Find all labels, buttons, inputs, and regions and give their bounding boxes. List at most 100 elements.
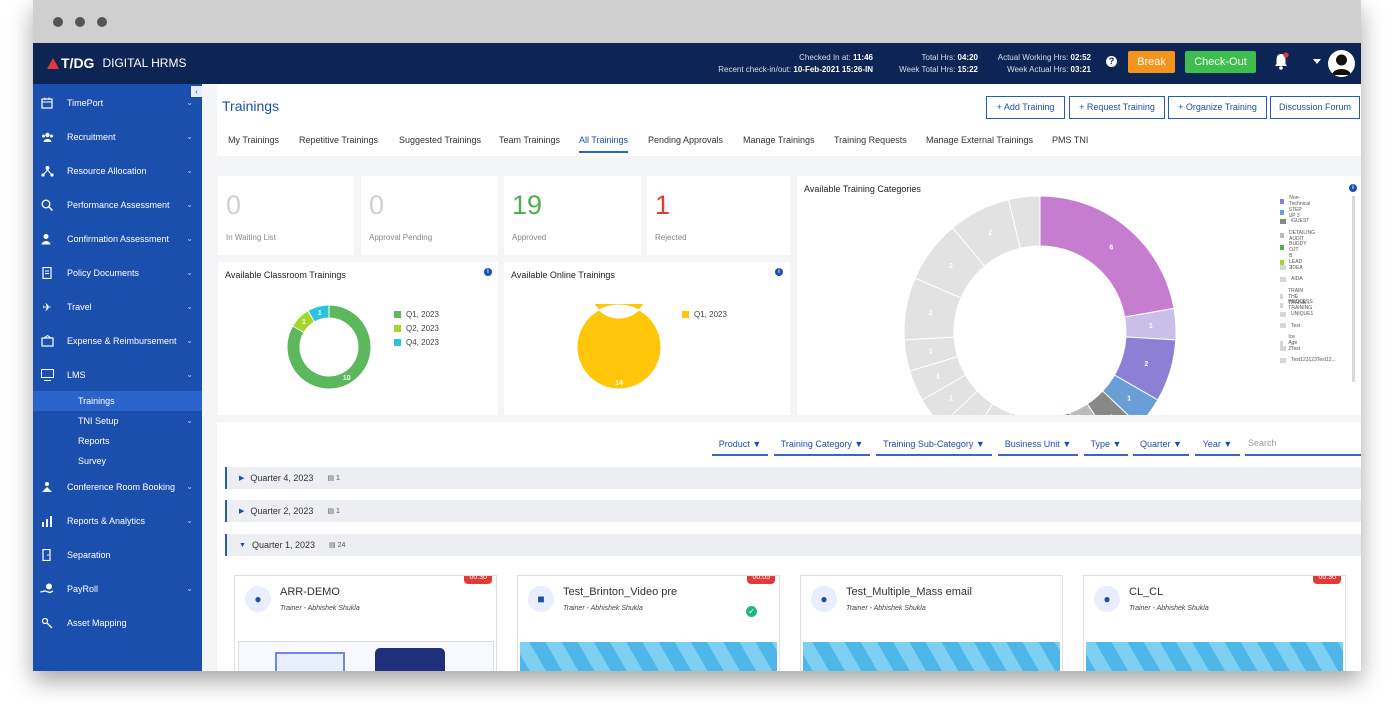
legend-item[interactable]: Ice Age 2 [1280, 334, 1300, 352]
legend-item[interactable]: BUDDY OJT [1280, 241, 1308, 253]
quarter-group-row[interactable]: ▶ Quarter 2, 2023 ▤ 1 [225, 500, 1361, 522]
stat-label: In Waiting List [226, 233, 276, 242]
sidebar-item-timeport[interactable]: TimePort ⌄ [33, 86, 202, 120]
sidebar-item-travel[interactable]: ✈ Travel ⌄ [33, 290, 202, 324]
sidebar-item-separation[interactable]: Separation [33, 538, 202, 572]
tab-pms-tni[interactable]: PMS TNI [1052, 135, 1089, 145]
legend-item[interactable]: TRAIN THE TRAINE... [1280, 288, 1314, 306]
donut-slice[interactable] [307, 304, 330, 323]
window-dot-1[interactable] [53, 17, 63, 27]
sidebar-subitem-survey[interactable]: Survey [78, 456, 107, 466]
info-icon[interactable]: i [1349, 184, 1357, 192]
legend-item[interactable]: AIDA [1280, 276, 1303, 282]
legend-item[interactable]: UNIQUE1 [1280, 311, 1313, 317]
training-card[interactable]: ■ Test_Brinton_Video pre Trainer - Abhis… [517, 575, 780, 671]
legend-item[interactable]: Test [1280, 323, 1300, 329]
info-icon[interactable]: i [484, 268, 492, 276]
sidebar-item-recruitment[interactable]: Recruitment ⌄ [33, 120, 202, 154]
sidebar-subitem-reports[interactable]: Reports [78, 436, 110, 446]
donut-slice[interactable] [1039, 195, 1175, 318]
sidebar-item-asset-mapping[interactable]: Asset Mapping [33, 606, 202, 640]
stat-card-approved[interactable]: 19 Approved [504, 176, 641, 255]
filter-business-unit[interactable]: Business Unit ▼ [998, 434, 1078, 456]
sidebar-item-payroll[interactable]: PayRoll ⌄ [33, 572, 202, 606]
collapse-sidebar-icon[interactable]: ‹ [191, 86, 202, 97]
sidebar-item-expense-reimbursement[interactable]: Expense & Reimbursement ⌄ [33, 324, 202, 358]
filter-type[interactable]: Type ▼ [1084, 434, 1128, 456]
filter-quarter[interactable]: Quarter ▼ [1133, 434, 1189, 456]
filter-product[interactable]: Product ▼ [712, 434, 768, 456]
legend-swatch [1280, 346, 1286, 352]
legend-item[interactable]: DETAILING AUDIT [1280, 230, 1317, 242]
sidebar-item-reports-analytics[interactable]: Reports & Analytics ⌄ [33, 504, 202, 538]
sidebar-item-performance-assessment[interactable]: Performance Assessment ⌄ [33, 188, 202, 222]
legend-item[interactable]: iGUEST [1280, 218, 1309, 224]
trainer-name: Trainer - Abhishek Shukla [1129, 605, 1209, 612]
filter-label: Training Sub-Category [883, 439, 974, 449]
tab-my-trainings[interactable]: My Trainings [228, 135, 280, 145]
donut-slice-label: 2 [949, 263, 953, 270]
break-button[interactable]: Break [1128, 51, 1175, 73]
donut-slice[interactable] [1008, 195, 1041, 249]
checkout-button[interactable]: Check-Out [1185, 51, 1256, 73]
main-content: Trainings + Add Training + Request Train… [217, 84, 1361, 671]
quarter-group-row[interactable]: ▼ Quarter 1, 2023 ▤ 24 [225, 534, 1361, 556]
filter-label: Year [1202, 439, 1221, 449]
filter-year[interactable]: Year ▼ [1195, 434, 1240, 456]
search-box[interactable]: Search [1245, 434, 1361, 456]
info-icon[interactable]: i [775, 268, 783, 276]
legend-scrollbar[interactable] [1352, 196, 1355, 382]
tab-team-trainings[interactable]: Team Trainings [499, 135, 561, 145]
sidebar-item-confirmation-assessment[interactable]: Confirmation Assessment ⌄ [33, 222, 202, 256]
stat-card-rejected[interactable]: 1 Rejected [647, 176, 790, 255]
legend-label: PROCESS TRAINING [1288, 299, 1313, 312]
donut-slice[interactable] [286, 304, 372, 390]
legend-item[interactable]: Non-Technical [1280, 195, 1312, 207]
tab-pending-approvals[interactable]: Pending Approvals [648, 135, 724, 145]
tab-suggested-trainings[interactable]: Suggested Trainings [399, 135, 482, 145]
legend-label: Test123123Test12... [1291, 357, 1336, 364]
window-dot-3[interactable] [97, 17, 107, 27]
legend-item[interactable]: PROCESS TRAINING [1280, 299, 1315, 311]
add-training-button[interactable]: + Add Training [986, 96, 1065, 119]
tab-repetitive-trainings[interactable]: Repetitive Trainings [299, 135, 379, 145]
training-card[interactable]: ● CL_CL Trainer - Abhishek Shukla 00:30 [1083, 575, 1346, 671]
legend-swatch [1280, 302, 1284, 308]
notification-bell-icon[interactable] [1273, 52, 1289, 75]
legend-item[interactable]: Test [1280, 346, 1300, 352]
sidebar-subitem-trainings[interactable]: Trainings [33, 391, 202, 411]
stat-card-waiting-list[interactable]: 0 In Waiting List [218, 176, 354, 255]
tab-all-trainings[interactable]: All Trainings [579, 135, 629, 153]
legend-item[interactable]: Test123123Test12... [1280, 357, 1336, 363]
legend-item[interactable]: B LEAD 2 [1280, 253, 1304, 271]
profile-dropdown-icon[interactable] [1313, 59, 1321, 64]
window-dot-2[interactable] [75, 17, 85, 27]
legend-item[interactable]: IDEA [1280, 265, 1303, 271]
checked-in-label: Checked In at: [799, 53, 851, 62]
sidebar-item-policy-documents[interactable]: Policy Documents ⌄ [33, 256, 202, 290]
tab-manage-external-trainings[interactable]: Manage External Trainings [926, 135, 1034, 145]
request-training-button[interactable]: + Request Training [1069, 96, 1165, 119]
organize-training-button[interactable]: + Organize Training [1168, 96, 1267, 119]
legend-label: STEP UP 3 [1288, 206, 1302, 219]
sidebar-item-resource-allocation[interactable]: Resource Allocation ⌄ [33, 154, 202, 188]
window-title-bar [33, 0, 1361, 43]
tab-manage-trainings[interactable]: Manage Trainings [743, 135, 815, 145]
sidebar-item-lms[interactable]: LMS ⌄ [33, 358, 202, 392]
sidebar-item-conference-room-booking[interactable]: Conference Room Booking ⌄ [33, 470, 202, 504]
discussion-forum-button[interactable]: Discussion Forum [1270, 96, 1360, 119]
filter-training-category[interactable]: Training Category ▼ [774, 434, 870, 456]
training-card[interactable]: ● Test_Multiple_Mass email Trainer - Abh… [800, 575, 1063, 671]
stat-card-approval-pending[interactable]: 0 Approval Pending [361, 176, 498, 255]
app-logo[interactable]: T/DG DIGITAL HRMS [47, 55, 186, 71]
training-card[interactable]: ● ARR-DEMO Trainer - Abhishek Shukla 00:… [234, 575, 497, 671]
tab-training-requests[interactable]: Training Requests [834, 135, 907, 145]
quarter-group-row[interactable]: ▶ Quarter 4, 2023 ▤ 1 [225, 467, 1361, 489]
donut-slice[interactable] [1050, 412, 1087, 415]
donut-slice[interactable] [576, 304, 662, 390]
sidebar-subitem-tni-setup[interactable]: TNI Setup ⌄ [33, 411, 202, 431]
avatar[interactable] [1328, 50, 1355, 77]
legend-item[interactable]: STEP UP 3 [1280, 207, 1304, 219]
filter-training-sub-category[interactable]: Training Sub-Category ▼ [876, 434, 992, 456]
help-icon[interactable]: ? [1106, 56, 1117, 67]
